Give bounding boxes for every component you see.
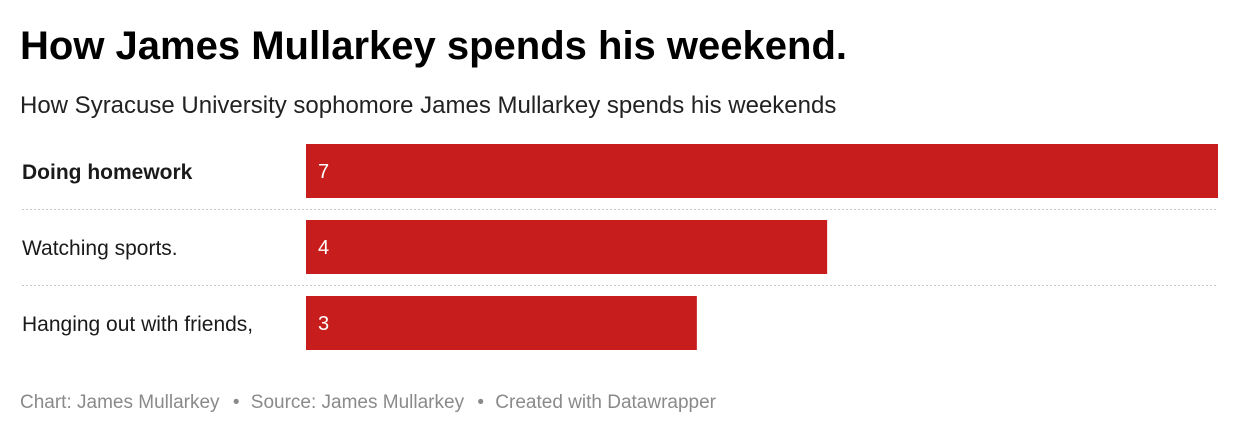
category-label: Hanging out with friends, [22, 313, 253, 336]
value-label: 3 [318, 313, 329, 335]
category-label: Doing homework [22, 161, 193, 184]
chart-credit: Chart: James Mullarkey [20, 392, 220, 413]
created-with-credit: Created with Datawrapper [495, 392, 716, 413]
source-credit: Source: James Mullarkey [251, 392, 464, 413]
category-label: Watching sports. [22, 237, 178, 260]
value-label: 4 [318, 237, 329, 259]
value-label: 7 [318, 161, 329, 183]
bar [306, 296, 697, 350]
chart-footer: Chart: James Mullarkey • Source: James M… [20, 388, 716, 418]
footer-separator: • [233, 392, 240, 413]
bar [306, 144, 1218, 198]
footer-separator: • [477, 392, 484, 413]
bar [306, 220, 827, 274]
